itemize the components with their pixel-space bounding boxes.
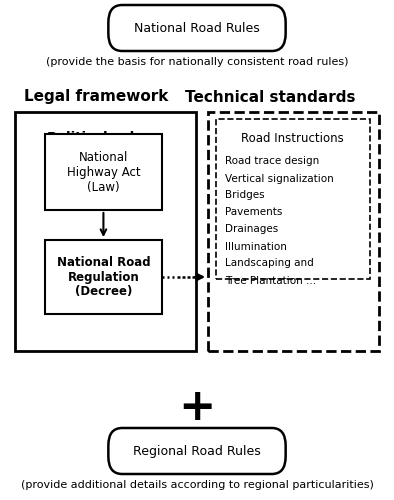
Text: Landscaping and: Landscaping and	[225, 258, 313, 268]
FancyBboxPatch shape	[208, 112, 379, 351]
Text: Illumination: Illumination	[225, 242, 286, 252]
Text: Regional Road Rules: Regional Road Rules	[133, 444, 261, 458]
Text: Bridges: Bridges	[225, 190, 264, 200]
Text: Road Instructions: Road Instructions	[242, 132, 344, 144]
Text: (provide additional details according to regional particularities): (provide additional details according to…	[20, 480, 374, 490]
Text: National Road
Regulation
(Decree): National Road Regulation (Decree)	[57, 256, 150, 298]
Text: National
Highway Act
(Law): National Highway Act (Law)	[67, 150, 140, 194]
Text: Drainages: Drainages	[225, 224, 278, 234]
FancyBboxPatch shape	[45, 134, 162, 210]
Text: Vertical signalization: Vertical signalization	[225, 174, 333, 184]
Text: Pavements: Pavements	[225, 208, 282, 218]
Text: Political sphere: Political sphere	[47, 130, 164, 143]
Text: Legal framework: Legal framework	[24, 90, 169, 104]
FancyBboxPatch shape	[15, 112, 196, 351]
Text: +: +	[178, 386, 216, 429]
Text: Road trace design: Road trace design	[225, 156, 319, 166]
Text: Tree Plantation ...: Tree Plantation ...	[225, 276, 316, 285]
FancyBboxPatch shape	[216, 119, 370, 279]
Text: Nat. Road
Directorate: Nat. Road Directorate	[251, 143, 336, 171]
Text: (provide the basis for nationally consistent road rules): (provide the basis for nationally consis…	[46, 57, 348, 67]
FancyBboxPatch shape	[45, 240, 162, 314]
Text: National Road Rules: National Road Rules	[134, 22, 260, 35]
Text: Technical standards: Technical standards	[185, 90, 355, 104]
